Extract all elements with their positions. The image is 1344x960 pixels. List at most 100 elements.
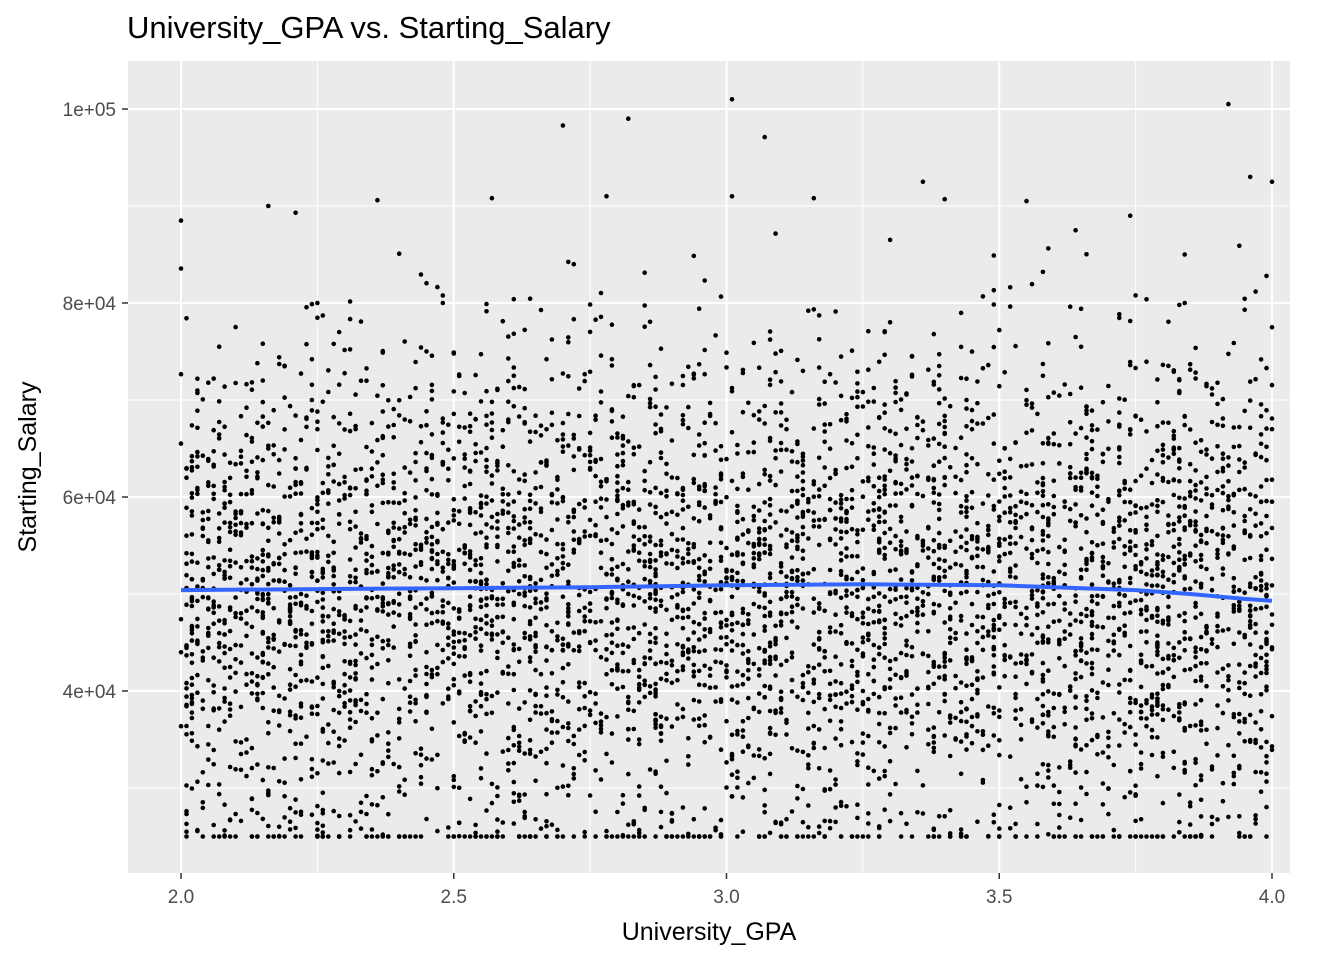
data-point [1035, 612, 1040, 618]
data-point [473, 562, 478, 568]
data-point [369, 474, 375, 479]
data-point [495, 468, 500, 473]
data-point [909, 834, 915, 839]
data-point [838, 536, 844, 541]
data-point [1089, 716, 1095, 721]
data-point [1166, 641, 1171, 646]
data-point [1264, 760, 1269, 765]
data-point [1024, 784, 1029, 789]
data-point [598, 314, 604, 320]
data-point [1144, 547, 1149, 552]
data-point [424, 488, 429, 493]
data-point [1089, 660, 1095, 666]
data-point [271, 646, 277, 651]
data-point [375, 634, 380, 640]
data-point [1100, 750, 1106, 755]
data-point [244, 577, 249, 582]
data-point [184, 505, 189, 511]
data-point [582, 834, 587, 839]
data-point [369, 834, 375, 839]
data-point [1226, 463, 1231, 468]
data-point [309, 705, 315, 710]
data-point [571, 630, 577, 635]
data-point [1166, 420, 1171, 426]
data-point [718, 817, 724, 823]
data-point [320, 517, 326, 523]
data-point [1002, 370, 1007, 375]
data-point [435, 609, 440, 615]
data-point [178, 371, 184, 377]
data-point [1166, 615, 1171, 620]
data-point [1100, 459, 1106, 465]
data-point [402, 417, 408, 422]
data-point [1155, 572, 1160, 578]
data-point [1204, 727, 1209, 733]
data-point [686, 546, 691, 552]
data-point [1007, 510, 1013, 515]
data-point [838, 572, 844, 578]
data-point [522, 574, 527, 579]
data-point [1127, 487, 1133, 493]
data-point [451, 651, 457, 656]
data-point [653, 694, 658, 699]
data-point [1193, 655, 1198, 660]
data-point [326, 553, 331, 559]
data-point [795, 459, 800, 465]
data-point [298, 600, 304, 606]
data-point [1089, 834, 1095, 839]
data-point [909, 587, 915, 593]
data-point [391, 435, 397, 440]
data-point [195, 408, 200, 414]
data-point [440, 526, 446, 532]
data-point [740, 606, 746, 612]
data-point [658, 784, 664, 789]
data-point [467, 579, 473, 584]
data-point [620, 561, 626, 567]
data-point [298, 741, 304, 746]
data-point [533, 834, 538, 839]
data-point [898, 491, 904, 496]
data-point [975, 520, 980, 526]
data-point [446, 825, 451, 830]
data-point [582, 705, 587, 711]
data-point [871, 399, 877, 404]
data-point [478, 505, 484, 510]
data-point [893, 672, 898, 678]
data-point [953, 549, 958, 555]
data-point [200, 706, 206, 712]
data-point [1106, 561, 1111, 566]
data-point [1209, 576, 1215, 582]
data-point [713, 659, 718, 665]
data-point [800, 531, 806, 537]
data-point [1024, 681, 1029, 687]
data-point [369, 466, 375, 472]
data-point [1111, 827, 1117, 833]
data-point [484, 464, 489, 470]
data-point [331, 539, 337, 545]
data-point [1046, 832, 1051, 837]
data-point [718, 473, 724, 479]
data-point [729, 684, 735, 689]
data-point [1204, 513, 1209, 519]
data-point [609, 640, 615, 645]
data-point [484, 388, 489, 394]
data-point [566, 609, 571, 614]
data-point [707, 558, 713, 564]
data-point [413, 523, 418, 528]
data-point [1089, 688, 1095, 693]
data-point [626, 567, 631, 572]
data-point [1127, 359, 1133, 365]
data-point [413, 667, 418, 673]
data-point [178, 616, 184, 622]
data-point [593, 701, 598, 706]
data-point [898, 552, 904, 557]
data-point [636, 537, 642, 543]
data-point [326, 488, 331, 493]
data-point [271, 484, 277, 489]
data-point [276, 578, 282, 583]
data-point [909, 578, 915, 583]
data-point [975, 400, 980, 406]
data-point [527, 655, 533, 660]
data-point [675, 614, 680, 620]
data-point [767, 725, 773, 731]
